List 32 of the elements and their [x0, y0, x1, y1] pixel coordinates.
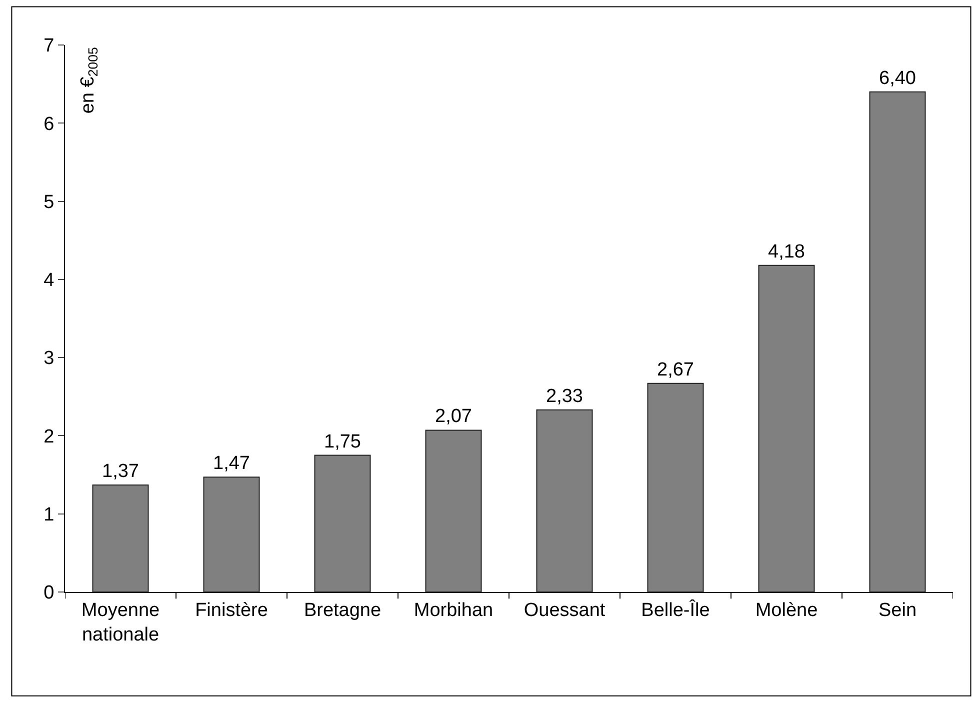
bar	[425, 430, 482, 592]
data-label: 2,33	[546, 386, 583, 407]
bar	[536, 409, 593, 592]
bar	[869, 91, 926, 592]
y-tick-label: 0	[44, 582, 54, 604]
bar	[203, 476, 260, 592]
y-tick-label: 5	[44, 192, 54, 213]
y-tick-label: 3	[44, 348, 54, 370]
data-label: 1,47	[213, 453, 250, 474]
x-tick-label: Molène	[755, 600, 818, 621]
x-tick-label: Morbihan	[414, 600, 494, 621]
x-tick-label: Bretagne	[304, 600, 382, 621]
data-label: 2,67	[657, 359, 694, 380]
bar	[647, 382, 704, 592]
x-tick-label: Finistère	[195, 600, 268, 621]
x-tick-label: Moyenne nationale	[81, 600, 160, 646]
y-tick-label: 1	[44, 504, 54, 526]
y-tick-label: 4	[44, 270, 55, 292]
bar	[92, 484, 149, 592]
data-label: 1,75	[324, 431, 361, 452]
y-tick-label: 6	[44, 114, 54, 135]
x-tick-label: Sein	[878, 600, 917, 621]
data-label: 2,07	[435, 406, 472, 428]
y-tick-label: 2	[44, 426, 54, 448]
bar	[314, 454, 371, 592]
data-label: 6,40	[879, 68, 916, 89]
y-tick-label: 7	[44, 36, 54, 57]
data-label: 1,37	[102, 460, 139, 482]
x-tick-label: Ouessant	[524, 600, 606, 621]
data-label: 4,18	[768, 241, 805, 262]
x-tick-label: Belle-Île	[641, 598, 710, 621]
bar	[758, 264, 815, 592]
